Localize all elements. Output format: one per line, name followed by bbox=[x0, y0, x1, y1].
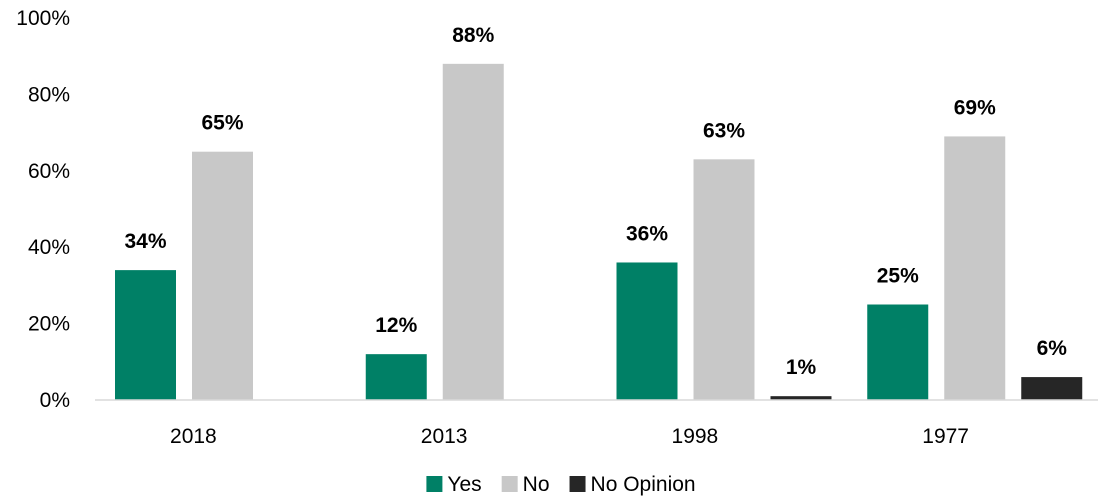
bar-yes-1998 bbox=[616, 262, 678, 400]
bar-yes-2018 bbox=[115, 270, 176, 400]
y-axis: 0% 20% 40% 60% 80% 100% bbox=[16, 7, 70, 412]
data-label: 12% bbox=[375, 314, 417, 337]
legend-label: No bbox=[523, 473, 550, 496]
data-label: 88% bbox=[452, 24, 494, 47]
data-label: 6% bbox=[1037, 337, 1068, 360]
legend-label: No Opinion bbox=[591, 473, 696, 496]
y-tick-label: 0% bbox=[40, 389, 70, 412]
legend-swatch-no-opinion bbox=[569, 476, 586, 492]
data-label: 34% bbox=[124, 230, 166, 253]
y-tick-label: 40% bbox=[28, 236, 70, 259]
x-tick-label: 1977 bbox=[922, 425, 969, 448]
bars-group bbox=[115, 63, 1083, 401]
data-label: 63% bbox=[703, 119, 745, 142]
x-axis: 2018 2013 1998 1977 bbox=[170, 425, 969, 448]
y-tick-label: 80% bbox=[28, 83, 70, 106]
x-tick-label: 2018 bbox=[170, 425, 217, 448]
legend-swatch-yes bbox=[426, 476, 443, 492]
y-tick-label: 60% bbox=[28, 160, 70, 183]
data-label: 69% bbox=[954, 96, 996, 119]
bar-no-opinion-1977 bbox=[1021, 377, 1083, 400]
x-tick-label: 2013 bbox=[421, 425, 468, 448]
legend: Yes No No Opinion bbox=[426, 473, 696, 496]
bar-no-1998 bbox=[693, 159, 755, 400]
x-tick-label: 1998 bbox=[672, 425, 719, 448]
data-label: 36% bbox=[626, 222, 668, 245]
legend-label: Yes bbox=[447, 473, 481, 496]
data-label: 65% bbox=[201, 112, 243, 135]
y-tick-label: 100% bbox=[16, 7, 70, 30]
bar-no-2018 bbox=[192, 151, 253, 400]
bar-yes-1977 bbox=[867, 304, 929, 400]
bar-no-opinion-1998 bbox=[770, 396, 832, 400]
data-label: 1% bbox=[786, 356, 817, 379]
legend-swatch-no bbox=[501, 476, 518, 492]
bar-yes-2013 bbox=[365, 354, 427, 400]
bar-no-1977 bbox=[944, 136, 1006, 401]
data-label: 25% bbox=[877, 265, 919, 288]
y-tick-label: 20% bbox=[28, 313, 70, 336]
bar-no-2013 bbox=[442, 63, 504, 401]
data-labels-group: 34% 65% 12% 88% 36% 63% 1% 25% 69% 6% bbox=[124, 24, 1067, 379]
